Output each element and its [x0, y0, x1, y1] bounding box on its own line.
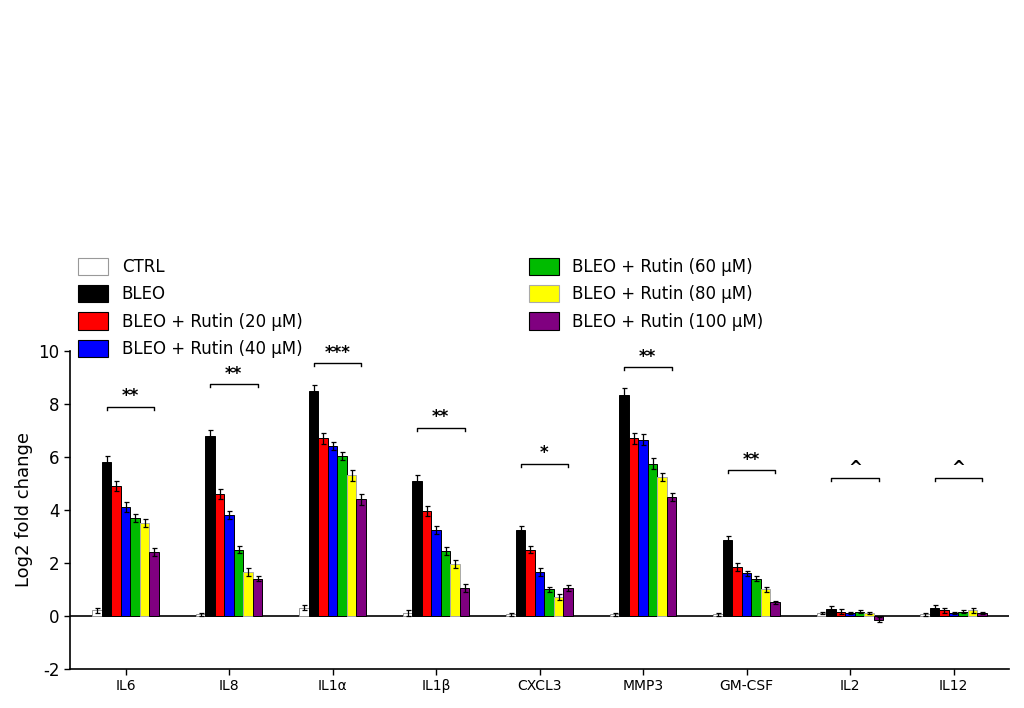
Bar: [112, 486, 121, 616]
Bar: [422, 511, 431, 616]
Bar: [253, 578, 262, 616]
Bar: [215, 494, 224, 616]
Bar: [949, 613, 958, 616]
Bar: [657, 476, 667, 616]
Bar: [121, 507, 130, 616]
Bar: [299, 607, 309, 616]
Bar: [554, 597, 563, 616]
Bar: [732, 566, 741, 616]
Bar: [714, 615, 723, 616]
Text: **: **: [225, 365, 243, 383]
Bar: [609, 615, 620, 616]
Bar: [563, 588, 572, 616]
Bar: [130, 518, 140, 616]
Bar: [741, 573, 752, 616]
Bar: [620, 394, 629, 616]
Bar: [770, 603, 780, 616]
Bar: [318, 438, 328, 616]
Text: **: **: [122, 387, 139, 405]
Bar: [337, 455, 347, 616]
Bar: [761, 589, 770, 616]
Bar: [92, 610, 101, 616]
Bar: [977, 613, 987, 616]
Bar: [413, 481, 422, 616]
Bar: [101, 462, 112, 616]
Bar: [930, 607, 939, 616]
Bar: [224, 515, 233, 616]
Bar: [826, 609, 836, 616]
Bar: [431, 530, 440, 616]
Bar: [873, 616, 884, 620]
Bar: [921, 615, 930, 616]
Bar: [451, 564, 460, 616]
Bar: [723, 540, 732, 616]
Bar: [968, 610, 977, 616]
Bar: [535, 572, 545, 616]
Bar: [525, 549, 535, 616]
Bar: [836, 612, 845, 616]
Text: **: **: [432, 409, 450, 426]
Bar: [629, 438, 638, 616]
Bar: [196, 615, 205, 616]
Bar: [233, 549, 244, 616]
Bar: [402, 613, 413, 616]
Bar: [516, 530, 525, 616]
Bar: [545, 589, 554, 616]
Bar: [205, 435, 215, 616]
Bar: [855, 612, 864, 616]
Text: ^: ^: [951, 459, 966, 476]
Bar: [328, 446, 337, 616]
Bar: [506, 615, 516, 616]
Bar: [817, 613, 826, 616]
Bar: [845, 613, 855, 616]
Bar: [140, 523, 150, 616]
Text: ***: ***: [325, 343, 350, 362]
Bar: [638, 440, 648, 616]
Text: *: *: [540, 444, 549, 462]
Bar: [864, 613, 873, 616]
Text: ^: ^: [848, 459, 862, 476]
Bar: [440, 551, 451, 616]
Bar: [244, 572, 253, 616]
Bar: [356, 499, 366, 616]
Bar: [347, 475, 356, 616]
Bar: [150, 552, 159, 616]
Text: **: **: [639, 348, 656, 365]
Bar: [648, 464, 657, 616]
Bar: [309, 391, 318, 616]
Text: **: **: [742, 451, 760, 469]
Bar: [958, 612, 968, 616]
Y-axis label: Log2 fold change: Log2 fold change: [15, 433, 33, 588]
Bar: [939, 610, 949, 616]
Bar: [667, 496, 676, 616]
Bar: [460, 588, 469, 616]
Legend: BLEO + Rutin (60 μM), BLEO + Rutin (80 μM), BLEO + Rutin (100 μM): BLEO + Rutin (60 μM), BLEO + Rutin (80 μ…: [529, 258, 764, 331]
Bar: [752, 578, 761, 616]
